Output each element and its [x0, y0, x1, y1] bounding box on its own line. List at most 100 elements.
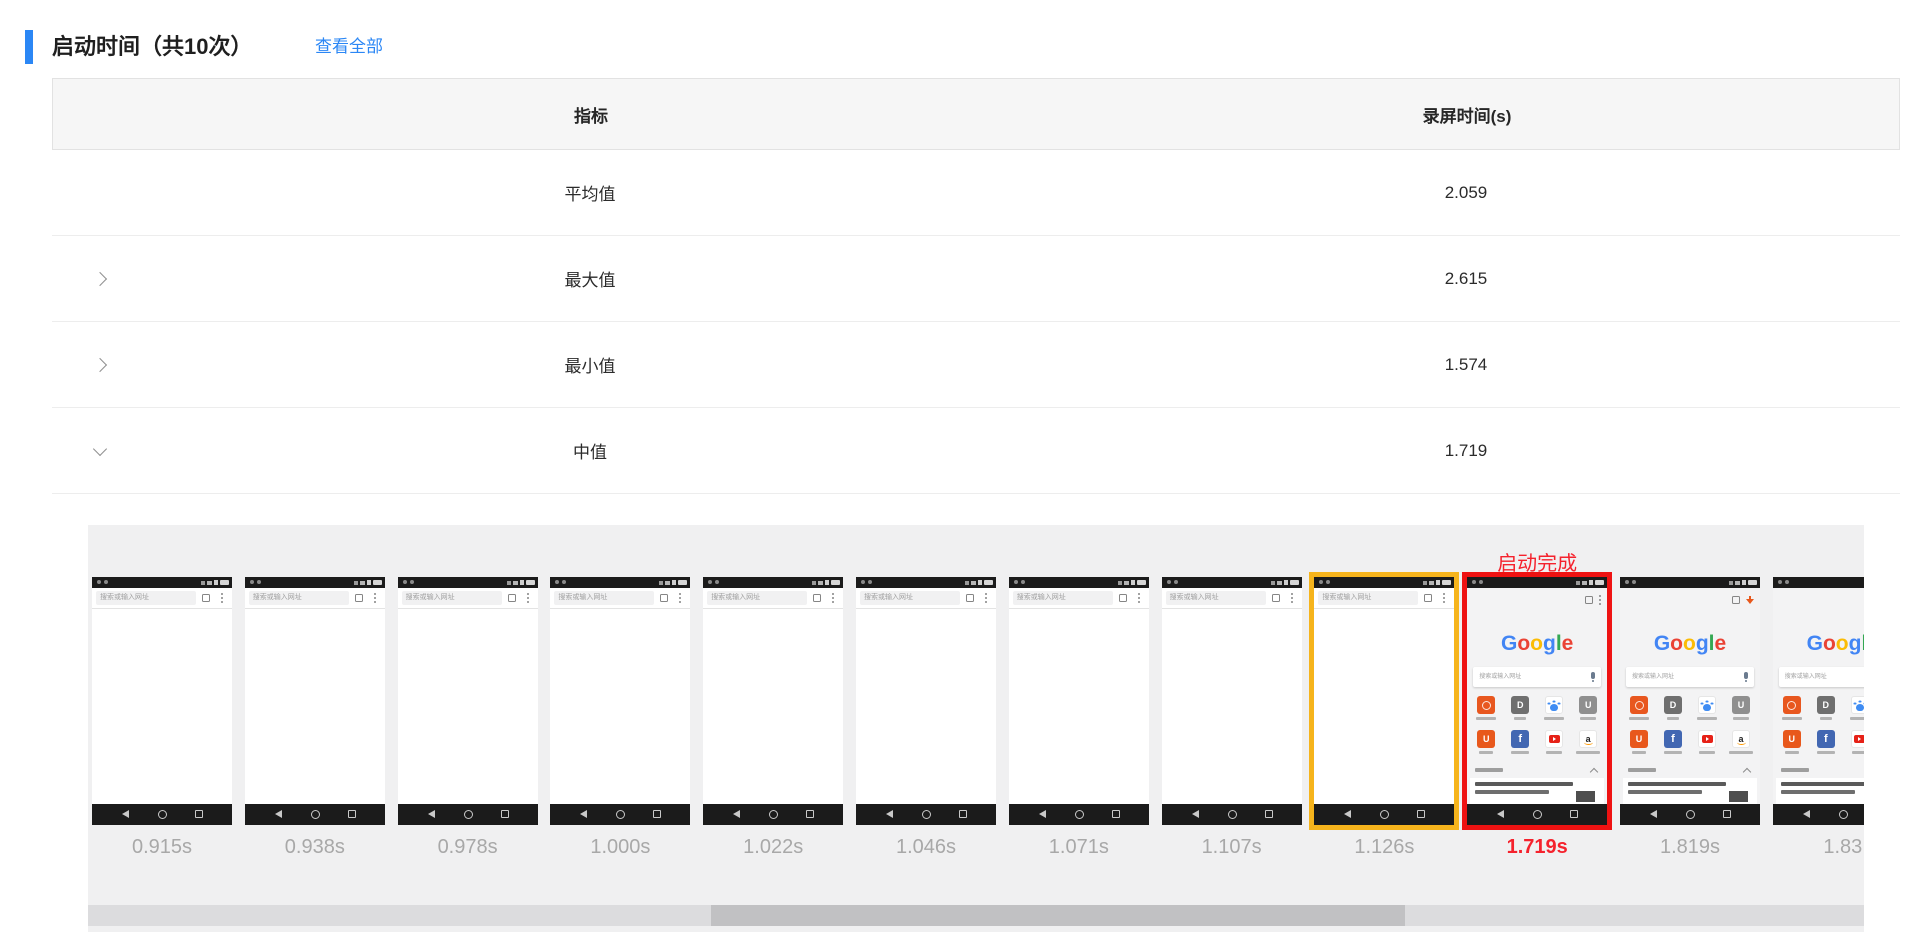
frame-thumbnail[interactable]: 搜索或输入网址 — [856, 577, 996, 825]
phone-nav-bar — [92, 804, 232, 825]
system-status-icons — [1423, 577, 1452, 588]
notification-icons — [555, 580, 567, 584]
back-icon — [580, 810, 588, 818]
frame-thumbnail[interactable]: 搜索或输入网址 — [703, 577, 844, 825]
u-orange-tile-icon: U — [1630, 730, 1648, 748]
download-icon — [1746, 595, 1754, 605]
frame-timestamp: 0.938s — [284, 836, 345, 858]
frame-cell: 搜索或输入网址 0.978s — [397, 525, 538, 932]
ntp-search-bar: 搜索或输入网址 — [1626, 667, 1754, 687]
horizontal-scrollbar-track[interactable] — [88, 905, 1864, 926]
phone-nav-bar — [1314, 804, 1455, 825]
collapse-chevron-down-icon[interactable] — [92, 441, 108, 456]
article-image — [1576, 791, 1596, 802]
recents-icon — [195, 810, 203, 818]
frame-cell: 搜索或输入网址 1.046s — [856, 525, 996, 932]
recents-icon — [653, 810, 662, 818]
phone-nav-bar — [1772, 804, 1864, 825]
home-icon — [769, 810, 779, 819]
google-logo: Google — [1806, 632, 1864, 655]
blank-page-body — [856, 609, 996, 804]
home-icon — [616, 810, 626, 819]
article-card — [1775, 778, 1864, 804]
lazada-icon — [1782, 696, 1801, 714]
menu-icon — [373, 593, 376, 603]
tabs-icon — [1118, 594, 1127, 602]
menu-icon — [221, 593, 223, 603]
phone-status-bar — [244, 577, 385, 588]
address-input: 搜索或输入网址 — [248, 591, 349, 605]
metric-cell: 最小值 — [564, 357, 616, 376]
system-status-icons — [1270, 577, 1299, 588]
frame-thumbnail[interactable]: 搜索或输入网址 — [92, 577, 232, 825]
browser-address-bar: 搜索或输入网址 — [1161, 588, 1302, 609]
table-row: 平均值 2.059 — [52, 150, 1900, 236]
back-icon — [1497, 810, 1505, 818]
phone-nav-bar — [703, 804, 844, 825]
tabs-icon — [1732, 596, 1740, 604]
horizontal-scrollbar-thumb[interactable] — [711, 905, 1405, 926]
notification-icons — [97, 580, 108, 584]
phone-status-bar — [397, 577, 538, 588]
home-icon — [310, 810, 320, 819]
frame-timestamp: 1.83 — [1823, 836, 1863, 858]
address-input: 搜索或输入网址 — [96, 591, 196, 605]
frame-thumbnail[interactable]: 搜索或输入网址 — [1008, 577, 1149, 825]
system-status-icons — [201, 577, 229, 588]
header-time-col: 录屏时间(s) — [1422, 106, 1512, 126]
menu-icon — [679, 593, 682, 603]
frame-thumbnail[interactable]: 搜索或输入网址 — [244, 577, 385, 825]
frame-thumbnail[interactable]: 搜索或输入网址 — [397, 577, 538, 825]
mic-icon — [1591, 672, 1596, 682]
browser-address-bar: 搜索或输入网址 — [1314, 588, 1455, 609]
table-header-row: 指标 录屏时间(s) — [52, 78, 1900, 150]
accent-bar — [25, 30, 33, 64]
frame-cell: 搜索或输入网址 0.938s — [244, 525, 385, 932]
table-row: 最大值 2.615 — [52, 236, 1900, 322]
blank-page-body — [244, 609, 385, 804]
home-icon — [1380, 810, 1390, 819]
facebook-icon: f — [1816, 730, 1835, 748]
u-orange-tile-icon: U — [1477, 730, 1496, 748]
google-logo: Google — [1653, 632, 1727, 655]
tabs-icon — [1585, 596, 1594, 604]
notification-icons — [1625, 580, 1636, 584]
frame-thumbnail[interactable]: 搜索或输入网址 — [1161, 577, 1302, 825]
expand-chevron-right-icon[interactable] — [92, 271, 108, 286]
phone-status-bar — [856, 577, 996, 588]
notification-icons — [402, 580, 414, 584]
google-logo: Google — [1501, 632, 1574, 655]
frame-cell: 搜索或输入网址 1.000s — [550, 525, 691, 932]
phone-nav-bar — [244, 804, 385, 825]
frame-cell: 搜索或输入网址 1.071s — [1008, 525, 1149, 932]
notification-icons — [1319, 580, 1331, 584]
recents-icon — [1570, 810, 1579, 818]
table-row: 最小值 1.574 — [52, 322, 1900, 408]
address-input: 搜索或输入网址 — [1165, 591, 1266, 605]
back-icon — [122, 810, 129, 818]
metric-cell: 平均值 — [564, 185, 616, 204]
frame-cell: 搜索或输入网址 1.022s — [703, 525, 844, 932]
notification-icons — [1013, 580, 1025, 584]
collapse-caret-icon — [1589, 767, 1599, 777]
phone-status-bar — [1161, 577, 1302, 588]
value-cell: 2.615 — [1444, 268, 1488, 288]
frame-thumbnail[interactable]: 搜索或输入网址 — [550, 577, 691, 825]
home-icon — [1074, 810, 1084, 819]
view-all-link[interactable]: 查看全部 — [315, 37, 383, 56]
d-tile-icon: D — [1511, 696, 1530, 714]
phone-nav-bar — [1161, 804, 1302, 825]
frame-thumbnail[interactable]: 搜索或输入网址 — [1314, 577, 1455, 825]
frame-timestamp: 1.819s — [1659, 836, 1721, 858]
expand-chevron-right-icon[interactable] — [92, 357, 108, 372]
system-status-icons — [1576, 577, 1605, 588]
filmstrip-panel: 搜索或输入网址 0.915s 搜索或输入网址 0.938s 搜索或输入网址 0.978s 搜… — [88, 525, 1864, 932]
value-cell: 1.574 — [1444, 354, 1488, 374]
launch-complete-label: 启动完成 — [1497, 553, 1578, 575]
system-status-icons — [965, 577, 993, 588]
notification-icons — [249, 580, 261, 584]
system-status-icons — [1729, 577, 1757, 588]
